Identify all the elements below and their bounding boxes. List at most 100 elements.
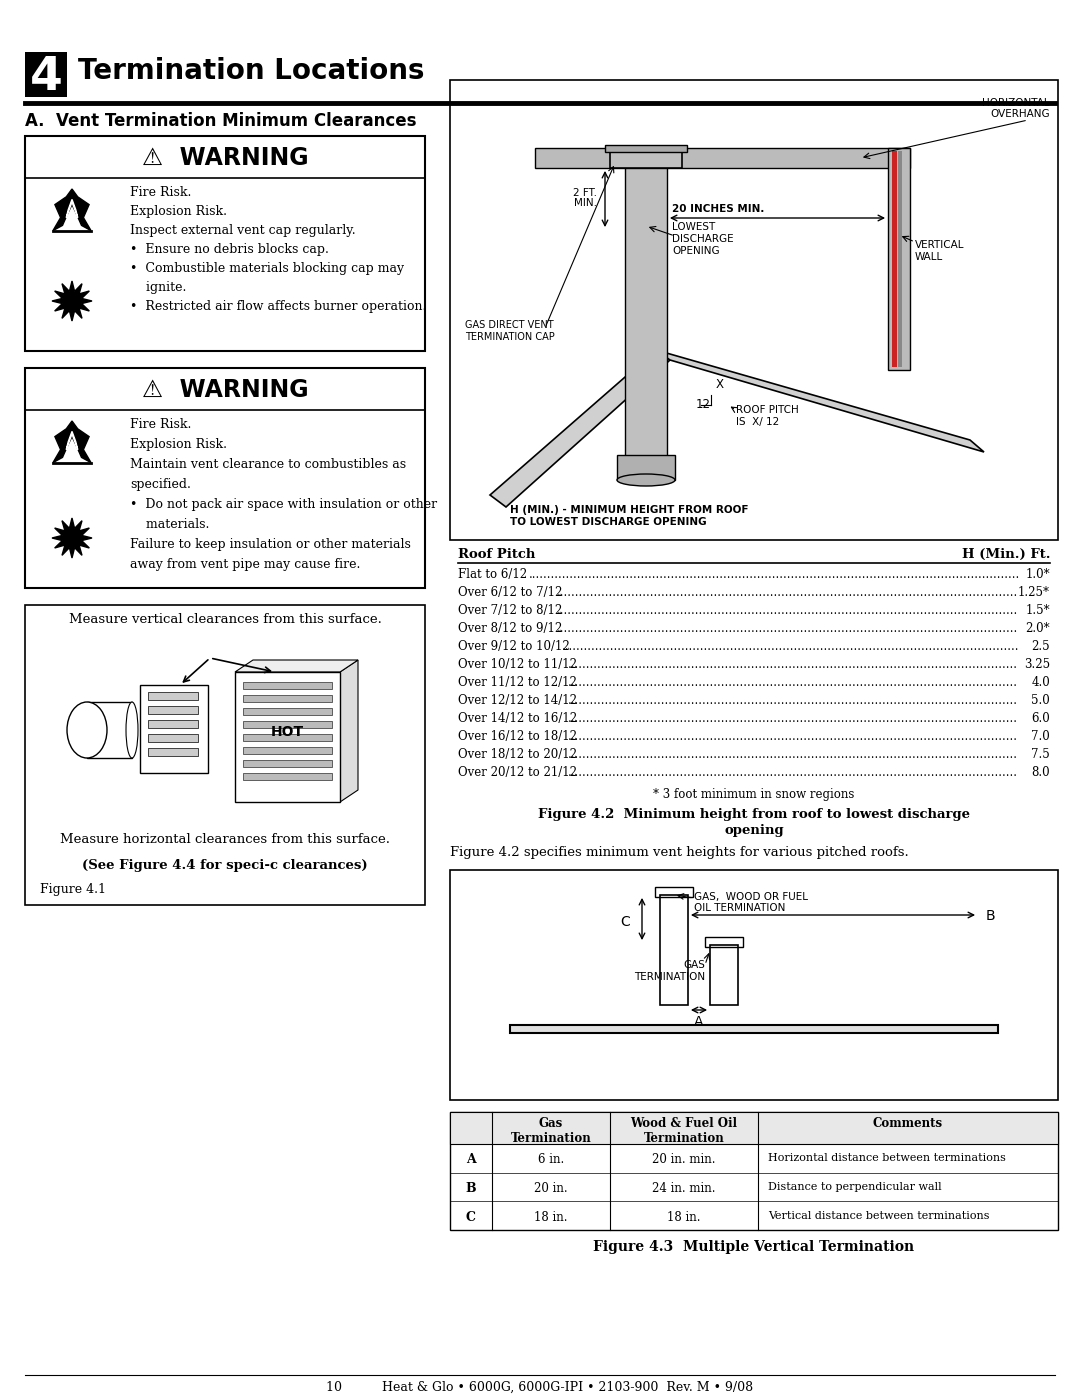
- Polygon shape: [656, 351, 984, 453]
- Text: ................................................................................: ........................................…: [567, 712, 1017, 725]
- Text: 18 in.: 18 in.: [667, 1211, 701, 1224]
- Text: 12: 12: [696, 398, 711, 411]
- Bar: [243, 708, 332, 715]
- Text: Explosion Risk.: Explosion Risk.: [130, 205, 227, 218]
- Text: VERTICAL: VERTICAL: [915, 240, 964, 250]
- Text: Explosion Risk.: Explosion Risk.: [130, 439, 227, 451]
- Text: Flat to 6/12: Flat to 6/12: [458, 569, 527, 581]
- Bar: [25, 605, 426, 905]
- Text: •  Combustible materials blocking cap may: • Combustible materials blocking cap may: [130, 263, 404, 275]
- Text: GAS,  WOOD OR FUEL: GAS, WOOD OR FUEL: [694, 893, 808, 902]
- Text: 24 in. min.: 24 in. min.: [652, 1182, 716, 1194]
- Bar: [243, 694, 332, 703]
- Text: 20 in.: 20 in.: [535, 1182, 568, 1194]
- Text: Figure 4.2 specifies minimum vent heights for various pitched roofs.: Figure 4.2 specifies minimum vent height…: [450, 847, 908, 859]
- Text: TERMINATION: TERMINATION: [634, 972, 705, 982]
- Text: Gas
Termination: Gas Termination: [511, 1118, 592, 1146]
- Bar: [140, 685, 208, 773]
- Text: ................................................................................: ........................................…: [562, 640, 1020, 652]
- Text: * 3 foot minimum in snow regions: * 3 foot minimum in snow regions: [653, 788, 854, 800]
- Ellipse shape: [126, 703, 138, 759]
- Bar: [610, 149, 681, 168]
- Bar: [148, 719, 198, 728]
- Text: opening: opening: [725, 824, 784, 837]
- Text: ................................................................................: ........................................…: [567, 731, 1017, 743]
- Polygon shape: [53, 189, 91, 231]
- Text: B: B: [465, 1182, 476, 1194]
- Text: MIN.: MIN.: [573, 198, 597, 208]
- Polygon shape: [53, 420, 91, 462]
- Text: ................................................................................: ........................................…: [567, 766, 1017, 780]
- Ellipse shape: [617, 474, 675, 486]
- Text: TO LOWEST DISCHARGE OPENING: TO LOWEST DISCHARGE OPENING: [510, 517, 706, 527]
- Bar: [243, 733, 332, 740]
- Text: 7.0: 7.0: [1031, 731, 1050, 743]
- Bar: [450, 80, 1058, 541]
- Text: WALL: WALL: [915, 251, 943, 263]
- Text: Measure vertical clearances from this surface.: Measure vertical clearances from this su…: [68, 613, 381, 626]
- Text: Roof Pitch: Roof Pitch: [458, 548, 536, 562]
- Bar: [710, 944, 738, 1004]
- Polygon shape: [490, 351, 670, 507]
- Text: 2.0*: 2.0*: [1025, 622, 1050, 636]
- Text: Horizontal distance between terminations: Horizontal distance between terminations: [768, 1154, 1005, 1164]
- Text: ................................................................................: ........................................…: [567, 676, 1017, 689]
- Text: Figure 4.3  Multiple Vertical Termination: Figure 4.3 Multiple Vertical Termination: [593, 1241, 915, 1255]
- Bar: [87, 703, 132, 759]
- Text: 18 in.: 18 in.: [535, 1211, 568, 1224]
- Text: Wood & Fuel Oil
Termination: Wood & Fuel Oil Termination: [631, 1118, 738, 1146]
- Bar: [148, 705, 198, 714]
- Text: Over 8/12 to 9/12: Over 8/12 to 9/12: [458, 622, 563, 636]
- Text: 8.0: 8.0: [1031, 766, 1050, 780]
- Polygon shape: [52, 281, 92, 321]
- Text: 4: 4: [29, 54, 63, 101]
- Bar: [148, 733, 198, 742]
- Bar: [25, 136, 426, 351]
- Polygon shape: [66, 200, 78, 218]
- Bar: [148, 692, 198, 700]
- Text: 1.0*: 1.0*: [1025, 569, 1050, 581]
- Text: 4.0: 4.0: [1031, 676, 1050, 689]
- Bar: [660, 895, 688, 1004]
- Text: 1.25*: 1.25*: [1018, 585, 1050, 599]
- Text: Fire Risk.: Fire Risk.: [130, 186, 191, 198]
- Text: C: C: [620, 915, 630, 929]
- Text: OVERHANG: OVERHANG: [990, 109, 1050, 119]
- Text: Comments: Comments: [873, 1118, 943, 1130]
- Bar: [897, 151, 902, 367]
- Text: C: C: [465, 1211, 476, 1224]
- Bar: [25, 367, 426, 588]
- Text: 2 FT.: 2 FT.: [573, 189, 597, 198]
- Text: HORIZONTAL: HORIZONTAL: [983, 98, 1050, 108]
- Text: GAS: GAS: [684, 960, 705, 970]
- Text: •  Restricted air flow affects burner operation.: • Restricted air flow affects burner ope…: [130, 300, 427, 313]
- Text: 2.5: 2.5: [1031, 640, 1050, 652]
- Text: X: X: [716, 379, 724, 391]
- Text: ⚠  WARNING: ⚠ WARNING: [141, 147, 308, 170]
- Polygon shape: [66, 432, 78, 450]
- Text: 10          Heat & Glo • 6000G, 6000G-IPI • 2103-900  Rev. M • 9/08: 10 Heat & Glo • 6000G, 6000G-IPI • 2103-…: [326, 1382, 754, 1394]
- Text: ................................................................................: ........................................…: [567, 658, 1017, 671]
- Text: A.  Vent Termination Minimum Clearances: A. Vent Termination Minimum Clearances: [25, 112, 417, 130]
- Polygon shape: [52, 518, 92, 557]
- Text: DISCHARGE: DISCHARGE: [672, 235, 733, 244]
- Bar: [243, 747, 332, 754]
- Bar: [654, 887, 693, 897]
- Text: TERMINATION CAP: TERMINATION CAP: [465, 332, 555, 342]
- Text: 3.25: 3.25: [1024, 658, 1050, 671]
- Text: Failure to keep insulation or other materials: Failure to keep insulation or other mate…: [130, 538, 410, 550]
- Text: ................................................................................: ........................................…: [556, 585, 1017, 599]
- Bar: [888, 148, 910, 370]
- Text: Over 11/12 to 12/12: Over 11/12 to 12/12: [458, 676, 577, 689]
- Ellipse shape: [67, 703, 107, 759]
- Text: 20 in. min.: 20 in. min.: [652, 1154, 716, 1166]
- Text: GAS DIRECT VENT: GAS DIRECT VENT: [465, 320, 554, 330]
- Text: B: B: [986, 909, 996, 923]
- Text: Over 18/12 to 20/12: Over 18/12 to 20/12: [458, 747, 577, 761]
- Text: 5.0: 5.0: [1031, 694, 1050, 707]
- Text: Figure 4.1: Figure 4.1: [40, 883, 106, 895]
- Text: Termination Locations: Termination Locations: [78, 57, 424, 85]
- Text: 7.5: 7.5: [1031, 747, 1050, 761]
- Text: Inspect external vent cap regularly.: Inspect external vent cap regularly.: [130, 224, 355, 237]
- Bar: [243, 682, 332, 689]
